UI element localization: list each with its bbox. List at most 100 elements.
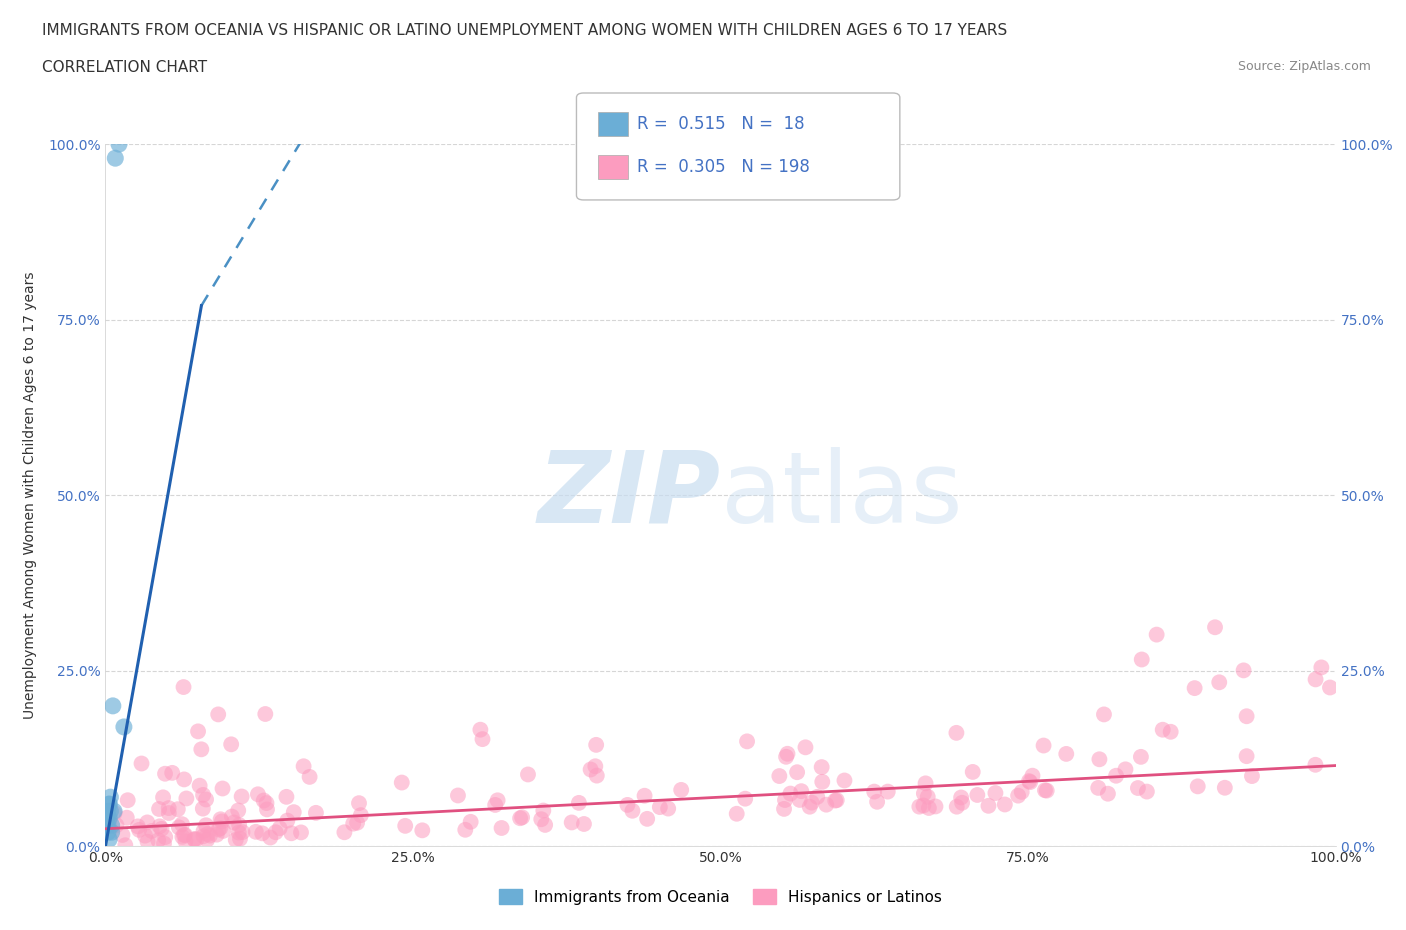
Point [209,820,232,835]
Point [945,799,967,814]
Point [510,810,533,825]
Point [259,830,281,845]
Point [636,811,658,826]
Point [484,798,506,813]
Point [112,720,135,735]
Point [173,772,195,787]
Point [231,825,253,840]
Point [1114,762,1136,777]
Point [97,804,120,818]
Point [350,807,373,822]
Point [170,817,193,831]
Point [806,790,828,804]
Point [246,787,269,802]
Point [1213,780,1236,795]
Text: atlas: atlas [721,446,962,544]
Point [815,797,838,812]
Point [648,800,671,815]
Point [1087,780,1109,795]
Point [1305,757,1327,772]
Point [141,824,163,839]
Point [579,762,602,777]
Point [152,790,174,804]
Point [657,801,679,816]
Point [863,784,886,799]
Point [800,795,823,810]
Point [195,792,218,807]
Point [298,769,321,784]
Point [1033,783,1056,798]
Point [789,792,811,807]
Point [1032,738,1054,753]
Point [231,789,253,804]
Point [394,818,416,833]
Point [786,764,808,779]
Point [1130,652,1153,667]
Point [150,821,173,836]
Point [264,825,287,840]
Point [1232,663,1254,678]
Point [183,832,205,847]
Point [98,790,122,804]
Point [207,707,229,722]
Point [98,804,122,818]
Point [245,824,267,839]
Point [256,796,278,811]
Point [1208,675,1230,690]
Point [950,795,973,810]
Point [114,838,136,853]
Point [174,834,197,849]
Point [172,830,194,844]
Point [276,790,298,804]
Point [775,750,797,764]
Point [914,776,936,790]
Point [228,825,250,840]
Point [104,151,127,166]
Point [191,801,214,816]
Point [186,831,208,846]
Point [1007,789,1029,804]
Point [773,802,796,817]
Point [768,768,790,783]
Point [470,723,492,737]
Point [1054,747,1077,762]
Point [157,805,180,820]
Point [221,809,243,824]
Point [1319,680,1341,695]
Point [97,825,120,840]
Point [160,765,183,780]
Point [1240,768,1263,783]
Point [876,784,898,799]
Point [212,823,235,838]
Point [290,825,312,840]
Point [776,747,799,762]
Point [1097,786,1119,801]
Point [568,795,591,810]
Point [193,829,215,844]
Text: R =  0.305   N = 198: R = 0.305 N = 198 [637,158,810,177]
Point [834,773,856,788]
Point [811,775,834,790]
Point [977,798,1000,813]
Point [1035,783,1057,798]
Point [166,802,188,817]
Point [1236,749,1258,764]
Point [966,788,988,803]
Point [734,791,756,806]
Point [1146,627,1168,642]
Point [225,832,247,847]
Point [918,801,941,816]
Point [188,778,211,793]
Point [1305,672,1327,687]
Point [824,793,846,808]
Point [148,802,170,817]
Point [103,805,125,820]
Point [530,812,553,827]
Legend: Immigrants from Oceania, Hispanics or Latinos: Immigrants from Oceania, Hispanics or La… [492,881,949,912]
Point [1021,768,1043,783]
Point [222,815,245,830]
Point [98,797,121,812]
Point [153,766,176,781]
Point [391,775,413,790]
Point [908,799,931,814]
